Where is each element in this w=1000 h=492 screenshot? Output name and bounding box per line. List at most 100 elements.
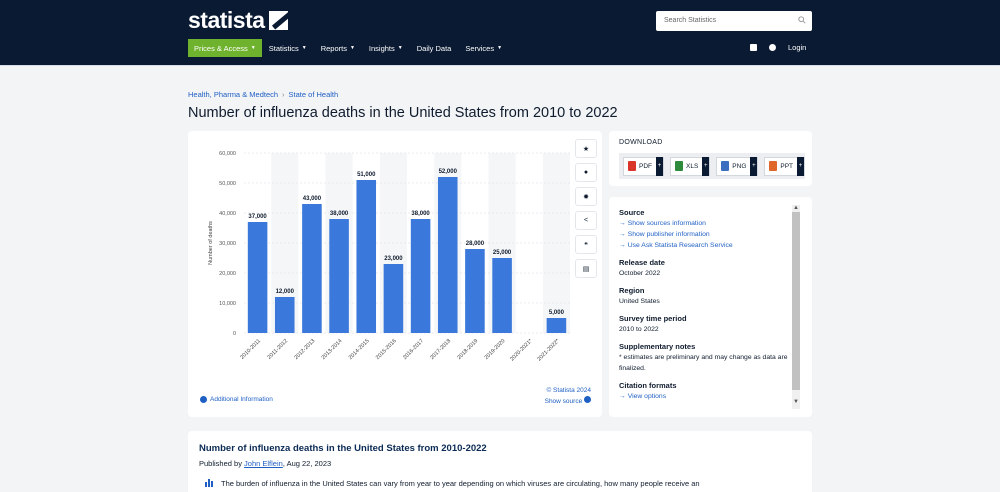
gear-icon: ✹	[583, 193, 589, 201]
breadcrumb: Health, Pharma & Medtech › State of Heal…	[188, 90, 338, 99]
citation-heading: Citation formats	[619, 381, 677, 390]
header-divider	[0, 65, 1000, 66]
x-tick-label: 2021-2022*	[536, 338, 561, 363]
settings-button[interactable]: ✹	[575, 187, 597, 206]
bar-chart: 0 10,000 20,000 30,000 40,000 50,000 60,000 Num…	[208, 151, 570, 363]
nav-insights[interactable]: Insights ▼	[362, 39, 410, 57]
ask-statista-link[interactable]: → Use Ask Statista Research Service	[619, 242, 733, 249]
data-label: 25,000	[493, 250, 512, 256]
x-tick-label: 2016-2017	[402, 338, 425, 361]
link-label: View options	[627, 393, 667, 400]
download-png-button[interactable]: PNG +	[716, 156, 759, 176]
notes-value: * estimates are preliminary and may chan…	[619, 354, 788, 372]
png-file-icon	[721, 161, 730, 171]
download-ppt-button[interactable]: PPT +	[764, 156, 806, 176]
site-header: statista Search Statistics Prices & Acce…	[0, 0, 1000, 65]
format-label: PNG	[732, 162, 747, 170]
data-label: 5,000	[549, 310, 565, 316]
details-card: Source → Show sources information → Show…	[609, 197, 812, 417]
pdf-file-icon	[628, 161, 636, 171]
nav-statistics[interactable]: Statistics ▼	[262, 39, 314, 57]
chart-bars-icon	[205, 479, 213, 487]
x-tick-label: 2010-2011	[239, 338, 262, 361]
bar	[465, 249, 485, 333]
search-input[interactable]: Search Statistics	[656, 11, 812, 31]
region-heading: Region	[619, 286, 645, 295]
chart-card: 0 10,000 20,000 30,000 40,000 50,000 60,000 Num…	[188, 131, 602, 417]
view-options-link[interactable]: → View options	[619, 393, 667, 400]
xls-file-icon	[675, 161, 683, 171]
y-tick-label: 60,000	[219, 151, 236, 157]
show-publisher-link[interactable]: → Show publisher information	[619, 231, 710, 238]
search-icon[interactable]	[798, 16, 806, 24]
description-card: Number of influenza deaths in the United…	[188, 431, 812, 492]
link-label: Show publisher information	[627, 231, 710, 238]
notification-icon[interactable]	[769, 44, 776, 51]
scroll-down-icon[interactable]: ▼	[793, 399, 799, 405]
description-title: Number of influenza deaths in the United…	[199, 443, 487, 454]
bar	[546, 318, 567, 333]
source-heading: Source	[619, 208, 645, 217]
bar	[437, 177, 458, 333]
x-tick-label: 2012-2013	[293, 338, 316, 361]
data-label: 51,000	[357, 172, 376, 178]
statista-logo[interactable]: statista	[188, 7, 288, 34]
plus-icon: +	[656, 156, 663, 176]
alert-button[interactable]: ●	[575, 163, 597, 182]
data-label: 43,000	[303, 196, 322, 202]
additional-info-link[interactable]: Additional Information	[200, 396, 273, 403]
info-icon	[200, 396, 207, 403]
x-tick-label: 2017-2018	[429, 338, 452, 361]
x-tick-label: 2019-2020	[484, 338, 507, 361]
show-source-label: Show source	[544, 398, 583, 405]
link-label: Use Ask Statista Research Service	[627, 242, 733, 249]
cite-button[interactable]: ❝	[575, 235, 597, 254]
release-heading: Release date	[619, 258, 665, 267]
y-tick-label: 50,000	[219, 181, 236, 187]
data-label: 12,000	[276, 289, 295, 295]
quote-icon: ❝	[584, 241, 588, 249]
user-nav: Login	[750, 43, 806, 52]
print-button[interactable]: ▤	[575, 259, 597, 278]
chevron-down-icon: ▼	[349, 45, 355, 51]
description-text: The burden of influenza in the United St…	[221, 479, 700, 488]
favorite-button[interactable]: ★	[575, 139, 597, 158]
chevron-down-icon: ▼	[250, 45, 256, 51]
bar	[383, 264, 404, 333]
x-tick-label: 2011-2012	[267, 338, 290, 361]
scrollbar-thumb[interactable]	[792, 212, 800, 390]
show-sources-link[interactable]: → Show sources information	[619, 220, 706, 227]
nav-label: Insights	[368, 43, 395, 53]
data-label: 23,000	[384, 256, 403, 262]
logo-mark-icon	[268, 11, 288, 30]
release-value: October 2022	[619, 270, 661, 277]
download-xls-button[interactable]: XLS +	[670, 156, 711, 176]
plus-icon: +	[797, 156, 805, 176]
login-link[interactable]: Login	[788, 43, 807, 52]
bar	[356, 180, 377, 333]
copyright-text: © Statista 2024	[546, 387, 591, 394]
region-value: United States	[619, 298, 660, 305]
download-pdf-button[interactable]: PDF +	[623, 156, 664, 176]
info-icon	[584, 396, 591, 403]
download-card: DOWNLOAD PDF + XLS + PNG + PPT +	[609, 131, 812, 186]
x-tick-label: 2020-2021*	[509, 338, 534, 363]
nav-prices-access[interactable]: Prices & Access ▼	[188, 39, 262, 57]
mail-icon[interactable]	[750, 44, 757, 51]
chevron-down-icon: ▼	[497, 45, 503, 51]
show-source-link[interactable]: Show source	[536, 396, 591, 407]
search-placeholder: Search Statistics	[664, 17, 717, 24]
share-button[interactable]: <	[575, 211, 597, 230]
bar	[302, 204, 322, 333]
ppt-file-icon	[769, 161, 778, 171]
breadcrumb-item[interactable]: State of Health	[288, 90, 339, 99]
x-tick-label: 2013-2014	[321, 338, 344, 361]
nav-reports[interactable]: Reports ▼	[314, 39, 362, 57]
scroll-up-icon[interactable]: ▲	[793, 205, 799, 211]
nav-services[interactable]: Services ▼	[458, 39, 509, 57]
author-link[interactable]: John Elflein	[244, 459, 283, 468]
y-tick-label: 10,000	[219, 301, 236, 307]
nav-daily-data[interactable]: Daily Data	[410, 39, 459, 57]
breadcrumb-item[interactable]: Health, Pharma & Medtech	[188, 90, 279, 99]
y-axis-label: Number of deaths	[208, 221, 214, 265]
